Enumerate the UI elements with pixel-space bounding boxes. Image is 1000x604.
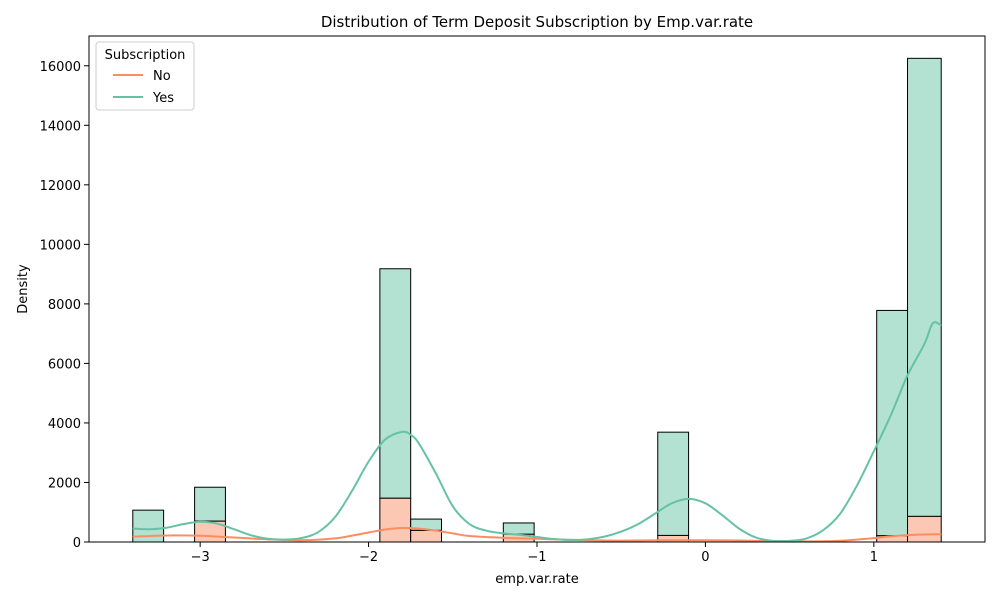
y-tick-label-2: 4000: [48, 417, 81, 432]
y-tick-label-7: 14000: [40, 119, 81, 134]
y-axis: 0 2000 4000 6000 8000 10000 12000 14000 16000: [40, 60, 89, 551]
bar-no-2: [379, 497, 412, 543]
bar-yes-7: [907, 57, 942, 517]
y-tick-label-1: 2000: [48, 476, 81, 491]
bar-yes-6: [876, 309, 909, 537]
y-axis-label: Density: [16, 264, 31, 314]
kde-line-yes: [132, 321, 942, 543]
x-axis: −3 −2 −1 0 1: [191, 542, 878, 565]
legend-label-no: No: [153, 69, 171, 84]
x-tick-label-0: −3: [191, 550, 210, 565]
x-tick-label-3: 0: [701, 550, 709, 565]
x-tick-label-1: −2: [359, 550, 378, 565]
chart-title: Distribution of Term Deposit Subscriptio…: [321, 13, 753, 31]
bar-yes-4: [502, 522, 535, 535]
legend-box: [95, 41, 195, 111]
y-tick-label-3: 6000: [48, 357, 81, 372]
y-tick-label-0: 0: [73, 536, 81, 551]
legend-label-yes: Yes: [152, 91, 174, 106]
x-axis-label: emp.var.rate: [495, 572, 578, 587]
y-tick-label-4: 8000: [48, 298, 81, 313]
bar-no-3: [410, 529, 443, 543]
y-tick-label-6: 12000: [40, 179, 81, 194]
x-tick-label-4: 1: [870, 550, 878, 565]
bar-yes-1: [194, 486, 226, 522]
bar-yes-2: [379, 268, 412, 499]
histogram-bars: [132, 57, 942, 543]
y-tick-label-5: 10000: [40, 238, 81, 253]
bar-yes-5: [657, 431, 690, 536]
x-tick-label-2: −1: [527, 550, 546, 565]
plot-area-frame: [88, 35, 986, 543]
legend: Subscription No Yes: [95, 41, 195, 111]
kde-curves: [132, 321, 942, 543]
legend-title: Subscription: [105, 48, 186, 63]
bar-no-7: [907, 515, 942, 543]
kde-line-no: [132, 526, 942, 543]
y-tick-label-8: 16000: [40, 60, 81, 75]
